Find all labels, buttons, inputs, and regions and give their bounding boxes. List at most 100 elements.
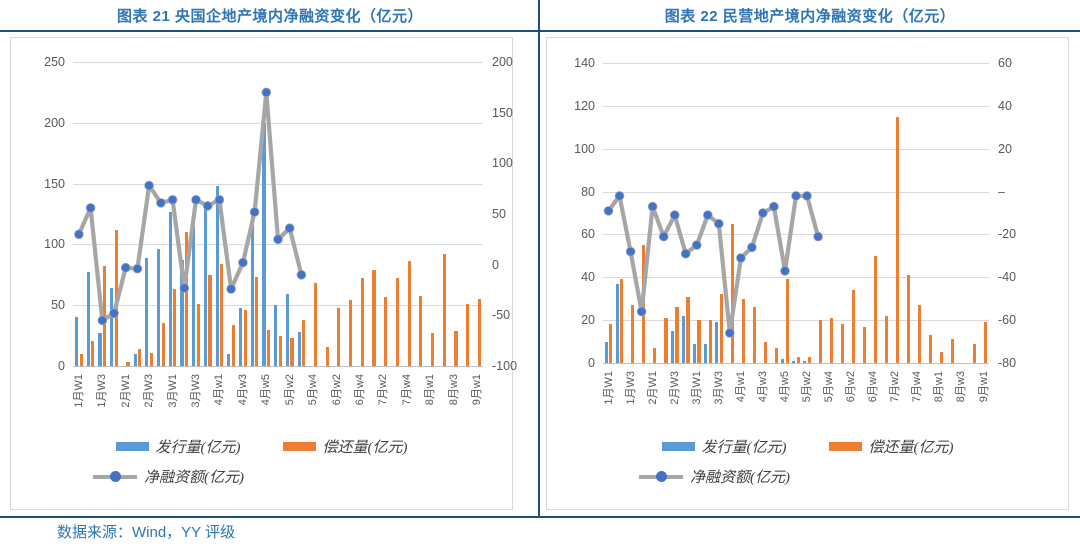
repayment-bar bbox=[620, 279, 624, 363]
titlebar: 图表 21 央国企地产境内净融资变化（亿元） 图表 22 民营地产境内净融资变化… bbox=[0, 0, 1080, 32]
issuance-bar bbox=[157, 249, 161, 366]
x-axis-tick-label: 1月W3 bbox=[624, 371, 637, 405]
issuance-bar bbox=[285, 294, 289, 366]
left-axis-tick-label: 250 bbox=[44, 55, 65, 69]
repayment-bar bbox=[255, 277, 259, 366]
repayment-bar bbox=[642, 245, 646, 363]
chart-22-plot-box: 发行量(亿元) 偿还量(亿元) 净融资额(亿元) 140 120 100 80 60 40… bbox=[546, 37, 1069, 510]
repayment-bar bbox=[951, 339, 955, 363]
repayment-bar bbox=[940, 352, 944, 363]
repayment-bar bbox=[818, 320, 822, 363]
legend-row-bars: 发行量(亿元) 偿还量(亿元) bbox=[11, 436, 512, 457]
left-axis-tick-label: 150 bbox=[44, 176, 65, 191]
x-axis-tick-label: 4月w3 bbox=[756, 371, 769, 403]
net-marker-dot bbox=[238, 257, 248, 268]
issuance-bar bbox=[670, 330, 674, 363]
x-axis-tick-label: 8月w1 bbox=[933, 371, 946, 403]
right-axis-tick-label: -50 bbox=[492, 308, 511, 323]
repayment-bar bbox=[325, 346, 329, 366]
repayment-bar bbox=[173, 289, 177, 366]
gridline bbox=[73, 183, 483, 185]
repayment-bar bbox=[407, 261, 411, 366]
repayment-bar bbox=[741, 298, 745, 363]
repayment-bar bbox=[384, 296, 388, 366]
repayment-bar bbox=[466, 304, 470, 366]
net-legend-label: 净融资额(亿元) bbox=[144, 470, 244, 486]
net-marker-dot bbox=[284, 223, 295, 234]
issuance-bar bbox=[792, 360, 796, 363]
issuance-bar bbox=[274, 305, 278, 366]
x-axis-tick-label: 2月W1 bbox=[646, 371, 659, 405]
net-marker-dot bbox=[714, 218, 724, 229]
gridline bbox=[73, 62, 483, 63]
x-axis-tick-label: 7月w2 bbox=[889, 371, 902, 403]
right-axis-tick-label: -60 bbox=[998, 313, 1017, 328]
chart-22-title: 图表 22 民营地产境内净融资变化（亿元） bbox=[664, 7, 956, 25]
net-line-marker-icon bbox=[93, 471, 137, 482]
net-marker-dot bbox=[802, 191, 812, 201]
repayment-bar bbox=[708, 320, 712, 363]
repayment-bar bbox=[774, 348, 778, 363]
right-axis-tick-label: 40 bbox=[998, 98, 1012, 113]
chart-21-legend: 发行量(亿元) 偿还量(亿元) 净融资额(亿元) bbox=[11, 436, 512, 487]
x-axis-tick-label: 5月w4 bbox=[823, 371, 836, 403]
repayment-bar bbox=[697, 320, 701, 363]
x-axis-tick-label: 3月W1 bbox=[166, 374, 179, 408]
gridline bbox=[73, 244, 483, 246]
issuance-bar bbox=[180, 260, 184, 366]
left-axis-tick-label: 140 bbox=[574, 56, 595, 70]
net-marker-dot bbox=[261, 87, 272, 98]
right-axis-tick-label: 60 bbox=[998, 56, 1012, 70]
net-line-marker-icon bbox=[639, 471, 683, 482]
repayment-bar bbox=[984, 322, 988, 363]
left-axis-tick-label: 100 bbox=[574, 141, 595, 156]
repayment-bar bbox=[313, 283, 317, 366]
net-marker-dot bbox=[791, 191, 801, 201]
right-axis-tick-label: 20 bbox=[998, 141, 1012, 156]
x-axis-tick-label: 3月W3 bbox=[712, 371, 725, 405]
x-axis-tick-label: 5月w4 bbox=[307, 374, 320, 406]
issuance-bar bbox=[692, 343, 696, 363]
repayment-bar bbox=[796, 356, 800, 363]
legend-item-issuance: 发行量(亿元) bbox=[661, 436, 787, 457]
repayment-bar bbox=[907, 275, 911, 363]
repayment-bar bbox=[829, 318, 833, 363]
net-marker-dot bbox=[669, 210, 680, 220]
repayment-legend-label: 偿还量(亿元) bbox=[322, 440, 408, 456]
repayment-bar bbox=[873, 255, 878, 363]
repayment-bar bbox=[138, 349, 142, 366]
issuance-bar bbox=[239, 307, 243, 366]
net-marker-dot bbox=[747, 242, 757, 253]
gridline bbox=[603, 148, 989, 150]
repayment-bar bbox=[360, 278, 364, 366]
issuance-bar bbox=[681, 315, 685, 363]
net-marker-dot bbox=[74, 229, 84, 240]
left-axis-tick-label: 40 bbox=[581, 270, 595, 285]
repayment-bar bbox=[973, 343, 977, 363]
x-axis-tick-label: 7月w4 bbox=[400, 374, 413, 406]
x-axis-tick-label: 4月w1 bbox=[734, 371, 747, 403]
repayment-bar bbox=[785, 279, 789, 363]
repayment-bar bbox=[851, 290, 855, 363]
issuance-bar bbox=[192, 226, 196, 366]
x-axis-tick-label: 6月w4 bbox=[867, 371, 880, 403]
repayment-bar bbox=[884, 315, 889, 363]
repayment-bar bbox=[730, 223, 734, 363]
chart-22-legend: 发行量(亿元) 偿还量(亿元) 净融资额(亿元) bbox=[547, 436, 1068, 487]
x-axis-tick-label: 5月w2 bbox=[283, 374, 296, 406]
column-divider bbox=[538, 0, 540, 518]
x-axis-tick-label: 3月W3 bbox=[190, 374, 202, 408]
repayment-bar bbox=[442, 254, 446, 366]
gridline bbox=[603, 277, 989, 279]
left-axis-tick-label: 20 bbox=[581, 313, 595, 328]
right-axis-tick-label: -80 bbox=[998, 356, 1017, 370]
repayment-bar bbox=[840, 324, 844, 363]
repayment-bar bbox=[896, 116, 900, 363]
legend-row-line: 净融资额(亿元) bbox=[93, 466, 512, 487]
right-axis-tick-label: – bbox=[998, 184, 1005, 199]
x-axis-tick-label: 7月w2 bbox=[377, 374, 390, 406]
x-axis-tick-label: 4月w5 bbox=[260, 374, 273, 406]
gridline bbox=[73, 122, 483, 124]
issuance-bar bbox=[215, 186, 219, 366]
net-marker-dot bbox=[603, 206, 614, 216]
